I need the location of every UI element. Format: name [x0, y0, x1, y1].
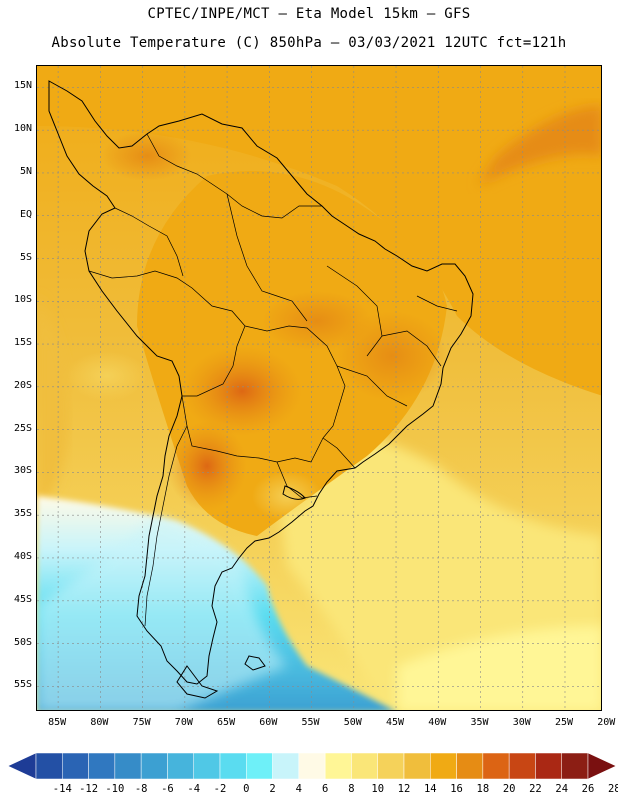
colorbar-label: 4 [295, 783, 303, 795]
lon-tick-label: 75W [132, 717, 151, 728]
colorbar-segment [430, 753, 457, 779]
map-title: CPTEC/INPE/MCT – Eta Model 15km – GFS [147, 6, 471, 22]
temperature-colorbar [8, 753, 616, 779]
colorbar-segment [193, 753, 221, 779]
lat-tick-label: 10S [13, 294, 32, 306]
colorbar-label: 16 [450, 783, 463, 795]
lat-tick-label: 15S [13, 337, 32, 349]
lat-tick-label: 20S [13, 379, 32, 391]
colorbar-label: -8 [134, 783, 148, 795]
lon-tick-label: 55W [301, 717, 320, 728]
colorbar-label: 8 [348, 783, 355, 795]
colorbar-segment [351, 753, 378, 779]
colorbar-label: 22 [529, 783, 542, 795]
lat-tick-label: 25S [13, 422, 32, 434]
colorbar-label: 20 [502, 783, 516, 795]
country-borders [88, 133, 458, 627]
colorbar-label: 10 [371, 783, 385, 795]
colorbar-label: 18 [476, 783, 490, 795]
colorbar-segment [140, 753, 168, 779]
lat-tick-label: 40S [13, 550, 32, 562]
colorbar-segment [272, 753, 300, 779]
lat-tick-label: 10N [13, 123, 32, 135]
colorbar-label: 24 [555, 783, 569, 795]
colorbar-segment [456, 753, 484, 779]
lat-tick-label: 5N [19, 165, 32, 177]
colorbar-segment [35, 753, 63, 779]
lat-tick-label: 30S [13, 465, 32, 477]
lat-tick-label: 15N [13, 80, 32, 92]
colorbar-label: -6 [161, 783, 174, 795]
colorbar-label: 12 [397, 783, 411, 795]
lon-tick-label: 65W [217, 717, 236, 728]
lon-tick-label: 60W [259, 717, 278, 728]
colorbar-segment [377, 753, 405, 779]
colorbar-segment [508, 753, 536, 779]
colorbar-label: 28 [607, 783, 618, 795]
colorbar-label: -4 [187, 783, 201, 795]
colorbar-label: 2 [269, 783, 276, 795]
temperature-field [37, 66, 601, 710]
map-panel [36, 65, 602, 711]
lon-tick-label: 35W [470, 717, 489, 728]
colorbar-label: -10 [105, 783, 125, 795]
colorbar-label: 0 [243, 783, 250, 795]
colorbar-segment [219, 753, 247, 779]
colorbar-segment [324, 753, 352, 779]
lon-tick-label: 80W [90, 717, 109, 728]
lon-tick-label: 30W [512, 717, 531, 728]
colorbar-segment [403, 753, 431, 779]
lat-tick-label: 55S [13, 679, 32, 691]
colorbar-label: 26 [581, 783, 595, 795]
colorbar-label: 6 [321, 783, 329, 795]
lon-tick-label: 50W [343, 717, 362, 728]
lon-tick-label: 40W [428, 717, 447, 728]
lat-tick-label: 45S [13, 593, 32, 605]
lat-tick-label: 35S [13, 508, 32, 520]
colorbar-segment [62, 753, 89, 779]
colorbar-max-arrow [587, 753, 616, 779]
colorbar-segment [482, 753, 510, 779]
lat-tick-label: 5S [19, 251, 32, 263]
lon-tick-label: 25W [554, 717, 574, 728]
colorbar-segment [114, 753, 142, 779]
coastline-south-america [48, 80, 474, 699]
lat-tick-label: EQ [19, 208, 32, 220]
lon-tick-label: 70W [174, 717, 193, 728]
colorbar-segment [535, 753, 562, 779]
lon-tick-label: 45W [385, 717, 405, 728]
colorbar-segment [167, 753, 194, 779]
lon-tick-label: 20W [597, 717, 616, 728]
colorbar-label: -2 [213, 783, 227, 795]
colorbar-label: -12 [79, 783, 99, 795]
colorbar-label: -14 [52, 783, 72, 795]
colorbar-label: 14 [423, 783, 437, 795]
colorbar-segment [298, 753, 326, 779]
lat-tick-label: 50S [13, 636, 32, 648]
colorbar-min-arrow [8, 753, 37, 779]
colorbar-segment [246, 753, 273, 779]
lon-tick-label: 85W [48, 717, 67, 728]
colorbar-segment [88, 753, 116, 779]
lat-lon-gridlines [37, 66, 601, 710]
map-subtitle: Absolute Temperature (C) 850hPa – 03/03/… [51, 35, 567, 51]
colorbar-segment [561, 753, 589, 779]
